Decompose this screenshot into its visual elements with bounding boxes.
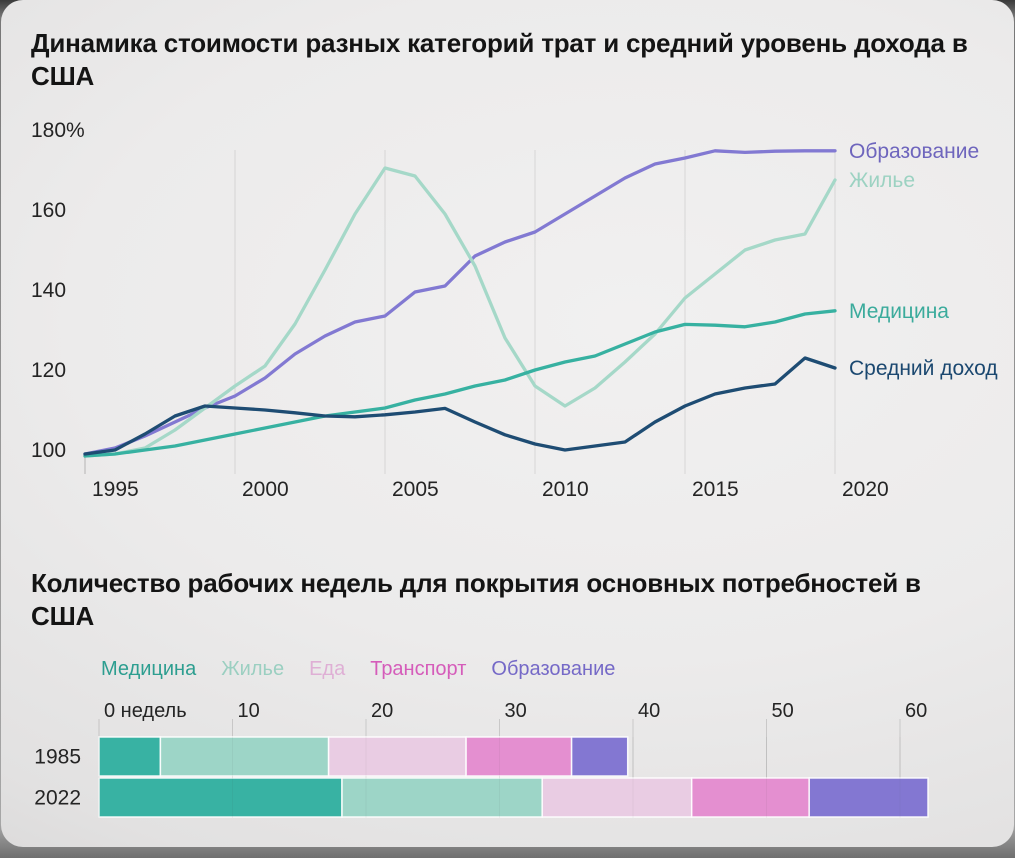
- legend-item-housing: Жилье: [221, 658, 285, 680]
- bar-segment-education-2022: [808, 777, 929, 818]
- week-tick-label-60: 60: [905, 700, 927, 722]
- bar-segment-housing-1985: [159, 736, 330, 777]
- x-tick-label-2000: 2000: [242, 478, 289, 501]
- housing-line-label: Жилье: [849, 169, 915, 192]
- legend-item-food: Еда: [309, 658, 346, 680]
- x-tick-label-2005: 2005: [392, 478, 439, 501]
- medicine-line-label: Медицина: [849, 300, 949, 323]
- bar-segment-medicine-2022: [98, 777, 343, 818]
- legend-item-transport: Транспорт: [370, 658, 467, 680]
- week-tick-label-40: 40: [638, 700, 660, 722]
- bar-segment-food-1985: [327, 736, 467, 777]
- education-line-label: Образование: [849, 140, 979, 163]
- income-line: [83, 356, 837, 456]
- y-tick-label-120: 120: [31, 359, 66, 382]
- week-tick-label-50: 50: [772, 700, 794, 722]
- legend-item-education: Образование: [491, 658, 616, 680]
- medicine-line: [83, 309, 837, 458]
- housing-line: [83, 166, 837, 458]
- bar-segment-food-2022: [541, 777, 693, 818]
- y-tick-label-180: 180%: [31, 119, 85, 142]
- legend-item-medicine: Медицина: [101, 658, 197, 680]
- bar-row-label-2022: 2022: [34, 787, 81, 810]
- bar-segment-education-1985: [570, 736, 629, 777]
- y-tick-label-160: 160: [31, 199, 66, 222]
- bar-chart-title: Количество рабочих недель для покрытия о…: [31, 568, 921, 631]
- bar-segment-medicine-1985: [98, 736, 162, 777]
- x-tick-label-2015: 2015: [692, 478, 739, 501]
- bar-segment-transport-1985: [465, 736, 573, 777]
- bar-segment-housing-2022: [341, 777, 544, 818]
- bar-row-label-1985: 1985: [34, 746, 81, 769]
- x-tick-label-2020: 2020: [842, 478, 889, 501]
- week-tick-label-20: 20: [371, 700, 393, 722]
- income-line-label: Средний доход: [849, 357, 998, 380]
- week-tick-label-0: 0 недель: [104, 700, 187, 722]
- bar-chart-legend: Медицина Жилье Еда Транспорт Образование: [101, 658, 615, 681]
- bar-segment-transport-2022: [690, 777, 810, 818]
- x-tick-label-2010: 2010: [542, 478, 589, 501]
- line-chart-title: Динамика стоимости разных категорий трат…: [31, 28, 968, 91]
- week-tick-label-30: 30: [505, 700, 527, 722]
- x-tick-label-1995: 1995: [92, 478, 139, 501]
- y-tick-label-100: 100: [31, 439, 66, 462]
- y-tick-label-140: 140: [31, 279, 66, 302]
- week-tick-label-10: 10: [238, 700, 260, 722]
